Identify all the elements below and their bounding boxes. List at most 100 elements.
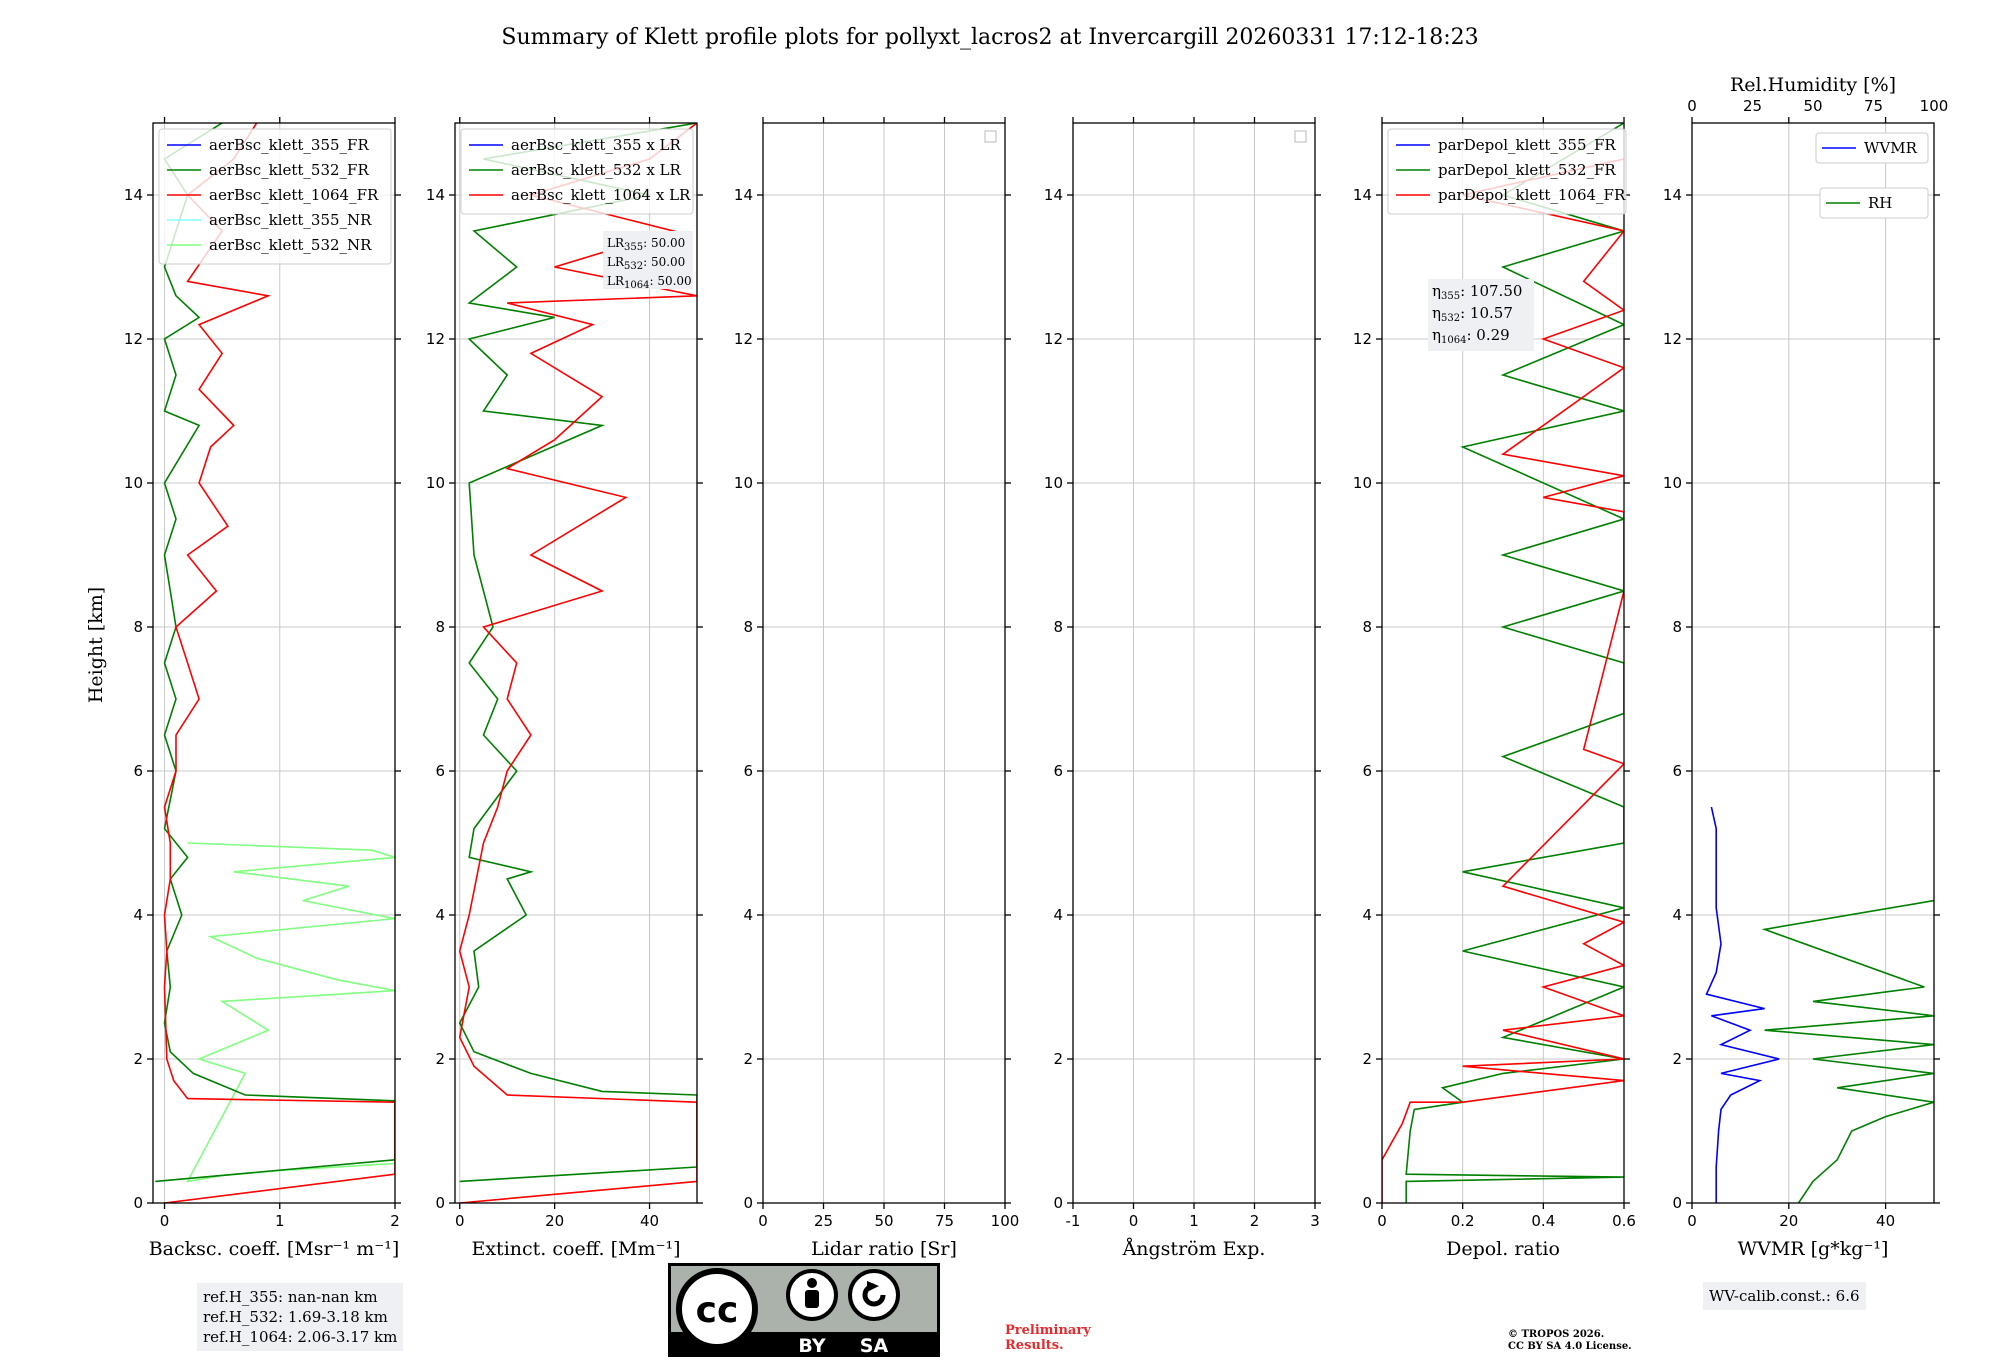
x-tick-label: 0.4	[1531, 1212, 1555, 1230]
legend-entry: aerBsc_klett_532 x LR	[511, 161, 682, 179]
y-tick-label: 4	[435, 906, 445, 924]
empty-legend-icon	[984, 130, 997, 143]
y-tick-label: 2	[1672, 1050, 1682, 1068]
legend-entry: aerBsc_klett_532_NR	[209, 236, 372, 254]
x-tick-label: 0.6	[1612, 1212, 1636, 1230]
copyright-line1: © TROPOS 2026.	[1508, 1329, 1605, 1340]
preliminary-line1: Preliminary	[1005, 1323, 1091, 1338]
reference-height-box: ref.H_355: nan-nan km ref.H_532: 1.69-3.…	[197, 1283, 404, 1351]
series-RH	[1761, 899, 1934, 1203]
y-axis-label: Height [km]	[85, 587, 107, 703]
legend-entry: aerBsc_klett_1064 x LR	[511, 186, 691, 204]
legend-entry: parDepol_klett_532_FR	[1438, 161, 1616, 179]
legend-entry: aerBsc_klett_355_NR	[209, 211, 372, 229]
y-tick-label: 6	[435, 762, 445, 780]
series-aerBsc_klett_532_FR	[155, 123, 395, 1183]
y-tick-label: 6	[133, 762, 143, 780]
y-tick-label: 14	[1044, 186, 1063, 204]
y-tick-label: 6	[1053, 762, 1063, 780]
ref-height-1064: ref.H_1064: 2.06-3.17 km	[203, 1328, 398, 1346]
x-tick-label: 0	[455, 1212, 465, 1230]
axes-frame	[1691, 122, 1935, 1204]
legend-entry: WVMR	[1864, 139, 1918, 157]
y-tick-label: 0	[1672, 1194, 1682, 1212]
x-axis-label: Depol. ratio	[1446, 1238, 1560, 1260]
y-tick-label: 6	[1672, 762, 1682, 780]
preliminary-note: Preliminary Results.	[1005, 1323, 1091, 1353]
y-tick-label: 4	[1672, 906, 1682, 924]
wv-calibration-constant: WV-calib.const.: 6.6	[1709, 1287, 1860, 1305]
legend-box	[1819, 187, 1929, 219]
legend-box	[1387, 128, 1627, 215]
x-tick-label: 20	[545, 1212, 564, 1230]
x-tick-label: 1	[275, 1212, 285, 1230]
y-tick-label: 6	[1362, 762, 1372, 780]
x-tick-label: 2	[1250, 1212, 1260, 1230]
person-head	[807, 1278, 817, 1288]
x-tick-label: -1	[1066, 1212, 1081, 1230]
x-axis-label: Backsc. coeff. [Msr⁻¹ m⁻¹]	[149, 1238, 400, 1260]
legend-entry: parDepol_klett_1064_FR	[1438, 186, 1626, 204]
legend-entry: parDepol_klett_355_FR	[1438, 136, 1616, 154]
top-tick-label: 0	[1687, 97, 1697, 115]
y-tick-label: 4	[1362, 906, 1372, 924]
y-tick-label: 14	[1353, 186, 1372, 204]
cc-circle-icon	[676, 1268, 758, 1350]
eta-annotation: η1064: 0.29	[1432, 326, 1510, 346]
series-WVMR	[1705, 806, 1780, 1203]
series-parDepol_klett_532_FR	[1405, 123, 1624, 1203]
y-tick-label: 4	[1053, 906, 1063, 924]
y-tick-label: 10	[734, 474, 753, 492]
panel-extinction: 0 2 4 6 8 10 12 14 0 20 40 Extinct. coeff. [Mm⁻¹] ae…	[426, 117, 703, 1260]
y-tick-label: 12	[1044, 330, 1063, 348]
y-tick-label: 0	[1362, 1194, 1372, 1212]
y-tick-label: 0	[743, 1194, 753, 1212]
x-tick-label: 25	[814, 1212, 833, 1230]
y-tick-label: 12	[1353, 330, 1372, 348]
y-tick-label: 8	[133, 618, 143, 636]
y-tick-label: 0	[1053, 1194, 1063, 1212]
y-tick-label: 14	[426, 186, 445, 204]
eta-annotation: η355: 107.50	[1432, 282, 1522, 302]
x-tick-label: 40	[1876, 1212, 1895, 1230]
y-tick-label: 0	[435, 1194, 445, 1212]
top-tick-label: 75	[1864, 97, 1883, 115]
x-tick-label: 0	[1377, 1212, 1387, 1230]
panel-wvmr: 0 2 4 6 8 10 12 14 0 20 40 WVMR [g*kg⁻¹] 0 25 50 75 100 R…	[1663, 74, 1948, 1260]
y-tick-label: 12	[734, 330, 753, 348]
y-tick-label: 2	[743, 1050, 753, 1068]
y-tick-label: 8	[1362, 618, 1372, 636]
eta-annotation: η532: 10.57	[1432, 304, 1513, 324]
series-group	[155, 123, 395, 1203]
axes-frame	[152, 122, 396, 1204]
cc-license-badge: cc BY SA	[668, 1263, 940, 1357]
top-tick-label: 100	[1920, 97, 1949, 115]
series-aerBsc_klett_532_NR	[186, 842, 395, 1183]
top-tick-label: 50	[1803, 97, 1822, 115]
y-tick-label: 10	[1044, 474, 1063, 492]
y-tick-label: 14	[734, 186, 753, 204]
y-tick-label: 2	[133, 1050, 143, 1068]
x-tick-label: 3	[1310, 1212, 1320, 1230]
sa-label: SA	[860, 1335, 889, 1357]
legend-box	[1815, 132, 1929, 164]
panel-depol: 0 2 4 6 8 10 12 14 0 0.2 0.4 0.6 Depol. ratio parDepo…	[1353, 117, 1636, 1260]
copyright-line2: CC BY SA 4.0 License.	[1508, 1341, 1632, 1352]
y-tick-label: 2	[435, 1050, 445, 1068]
y-tick-label: 4	[743, 906, 753, 924]
y-tick-label: 14	[1663, 186, 1682, 204]
x-tick-label: 40	[640, 1212, 659, 1230]
y-tick-label: 14	[124, 186, 143, 204]
wv-calibration-box: WV-calib.const.: 6.6	[1703, 1282, 1866, 1310]
ref-height-355: ref.H_355: nan-nan km	[203, 1288, 378, 1306]
x-tick-label: 50	[874, 1212, 893, 1230]
panel-lidar_ratio: 0 2 4 6 8 10 12 14 0 25 50 75 100 Lidar ratio [Sr]	[734, 117, 1019, 1260]
ref-height-532: ref.H_532: 1.69-3.18 km	[203, 1308, 388, 1326]
axes-frame	[1381, 122, 1625, 1204]
axes-frame	[454, 122, 698, 1204]
y-tick-label: 4	[133, 906, 143, 924]
y-tick-label: 2	[1053, 1050, 1063, 1068]
lidar-ratio-annotation: LR355: 50.00	[607, 236, 685, 253]
series-group	[1705, 806, 1934, 1203]
